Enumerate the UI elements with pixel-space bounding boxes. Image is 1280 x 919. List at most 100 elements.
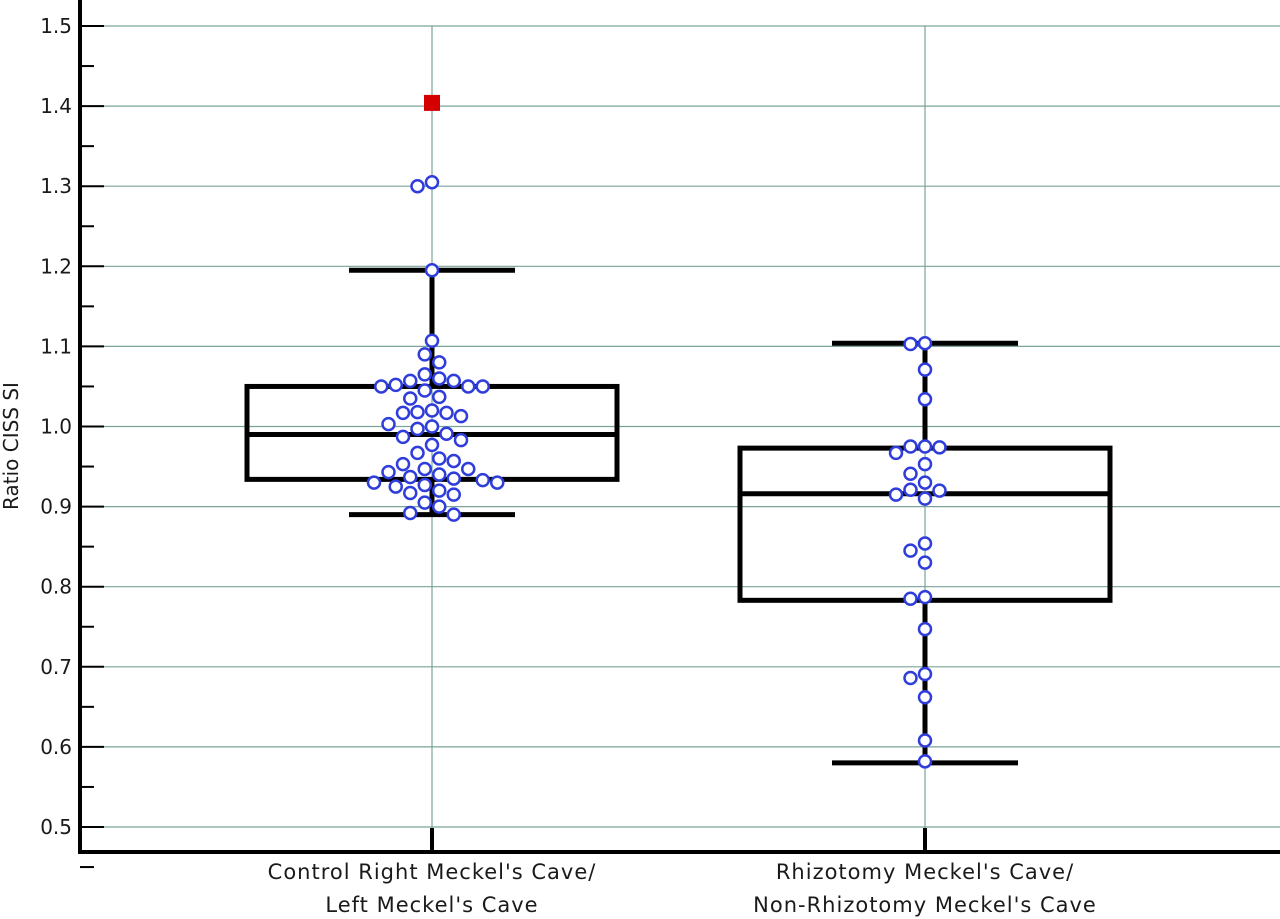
- data-point: [439, 426, 454, 441]
- data-point: [432, 451, 447, 466]
- data-point: [432, 355, 447, 370]
- axes: [78, 0, 1280, 869]
- data-point: [403, 485, 418, 501]
- y-tick-label: 1.4: [40, 94, 72, 118]
- data-point: [917, 491, 933, 506]
- data-point: [432, 483, 447, 498]
- data-point: [403, 505, 418, 521]
- data-point: [417, 383, 432, 398]
- y-tick-label: 1.1: [40, 334, 72, 358]
- data-point: [903, 543, 918, 558]
- data-point: [461, 379, 476, 394]
- data-point: [446, 471, 461, 486]
- data-point: [432, 389, 447, 405]
- data-point: [903, 466, 918, 482]
- data-point: [903, 336, 918, 352]
- data-point: [446, 373, 461, 389]
- box-series: [244, 267, 1113, 766]
- data-point: [932, 440, 947, 455]
- grid-lines: [80, 25, 1280, 852]
- category-label-line2: Non-Rhizotomy Meckel's Cave: [753, 893, 1097, 917]
- data-point: [432, 499, 447, 514]
- data-points: [366, 94, 947, 769]
- data-point: [381, 416, 396, 432]
- data-point: [424, 437, 440, 453]
- y-tick-label: 1.5: [40, 14, 72, 38]
- data-point: [917, 754, 933, 769]
- data-point: [917, 621, 933, 637]
- y-tick-label: 1.2: [40, 254, 72, 278]
- data-point: [388, 479, 403, 494]
- data-point: [366, 475, 382, 490]
- data-point: [917, 392, 933, 407]
- y-tick-label: 0.8: [40, 575, 72, 599]
- data-point: [932, 483, 947, 498]
- data-point: [453, 408, 469, 424]
- data-point: [424, 419, 440, 434]
- data-point: [461, 461, 476, 477]
- data-point: [395, 405, 411, 421]
- data-point: [917, 555, 933, 570]
- data-point: [888, 445, 904, 461]
- data-point: [446, 507, 461, 522]
- data-point: [424, 174, 440, 190]
- data-point: [403, 373, 418, 389]
- data-point: [446, 487, 461, 502]
- data-point: [917, 362, 933, 377]
- data-point: [446, 453, 461, 469]
- data-point: [374, 379, 389, 394]
- data-point: [903, 482, 918, 498]
- data-point: [410, 445, 425, 461]
- y-tick-labels: 0.5 0.6 0.7 0.8 0.9 1.0 1.1 1.2 1.3 1.4 1.5: [40, 14, 72, 839]
- data-point: [395, 456, 411, 472]
- data-point: [424, 403, 440, 418]
- y-tick-label: 0.7: [40, 655, 72, 679]
- data-point: [424, 263, 440, 278]
- category-label-line2: Left Meckel's Cave: [325, 893, 538, 917]
- data-point: [917, 733, 933, 748]
- data-point: [903, 670, 918, 686]
- category-labels: Control Right Meckel's Cave/Left Meckel'…: [268, 860, 1097, 917]
- y-tick-label: 1.3: [40, 174, 72, 198]
- category-label-line1: Rhizotomy Meckel's Cave/: [776, 860, 1074, 884]
- data-point: [475, 379, 490, 394]
- data-point: [417, 461, 432, 477]
- data-point: [410, 421, 425, 437]
- data-point: [917, 439, 933, 454]
- data-point: [403, 391, 418, 406]
- data-point: [417, 367, 432, 382]
- data-point: [417, 495, 432, 510]
- data-point: [917, 666, 933, 682]
- data-point: [917, 475, 933, 490]
- y-tick-label: 0.6: [40, 735, 72, 759]
- data-point: [888, 487, 904, 502]
- data-point: [388, 377, 403, 393]
- data-point: [453, 432, 469, 448]
- data-point: [490, 475, 505, 490]
- data-point: [917, 589, 933, 605]
- data-point: [410, 404, 425, 420]
- data-point: [439, 405, 454, 421]
- box-group: [244, 267, 620, 518]
- data-point: [403, 469, 418, 485]
- y-axis-title: Ratio CISS SI: [0, 382, 23, 510]
- data-point: [903, 591, 918, 606]
- data-point: [417, 477, 432, 493]
- y-tick-label: 0.5: [40, 815, 72, 839]
- data-point: [917, 689, 933, 705]
- data-point: [417, 347, 432, 362]
- y-tick-label: 1.0: [40, 415, 72, 439]
- data-point: [903, 439, 918, 454]
- category-label-line1: Control Right Meckel's Cave/: [268, 860, 597, 884]
- data-point: [475, 472, 490, 488]
- outlier-point: [424, 94, 440, 111]
- data-point: [917, 456, 933, 472]
- data-point: [917, 536, 933, 551]
- data-point: [432, 371, 447, 386]
- data-point: [424, 333, 440, 349]
- data-point: [381, 464, 396, 480]
- data-point: [410, 178, 425, 194]
- data-point: [395, 429, 411, 445]
- y-tick-label: 0.9: [40, 495, 72, 519]
